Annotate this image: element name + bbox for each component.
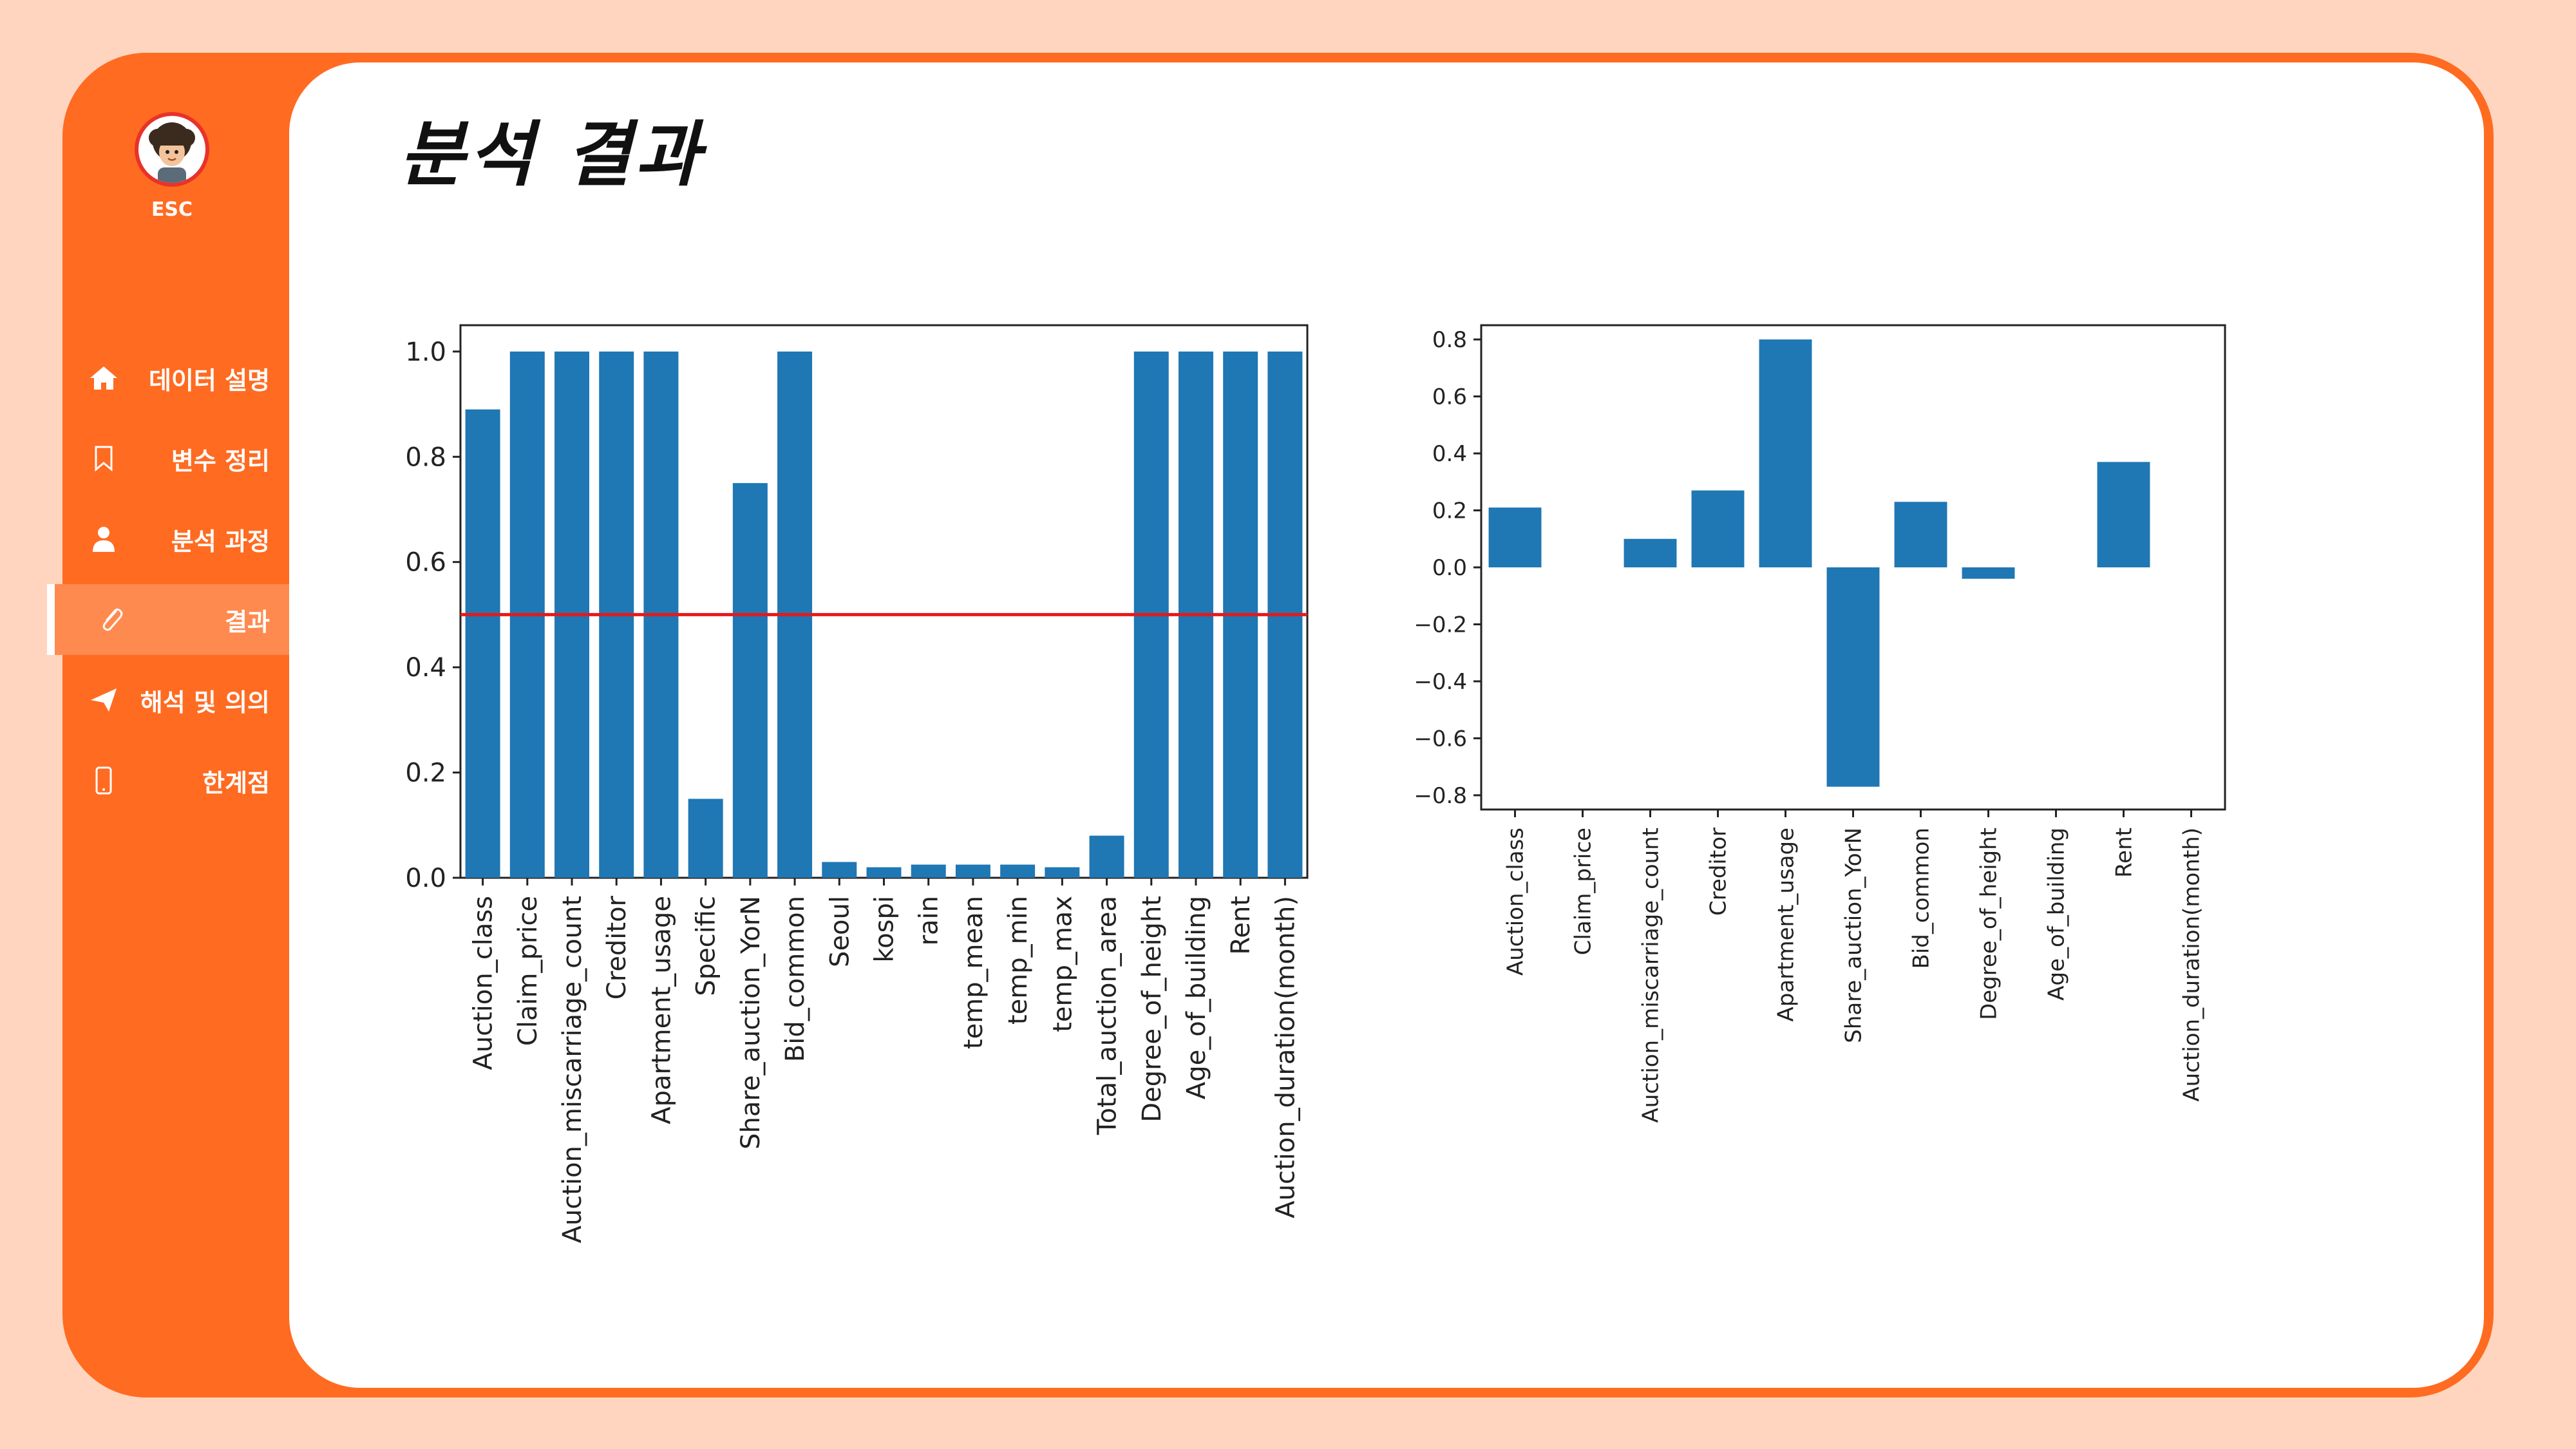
sidebar: ESC 데이터 설명 변수 정리 분석 과정 결과 해석 및 의의 한계점 <box>47 53 289 1397</box>
coefficient-chart: −0.8 −0.6 −0.4 −0.2 0.0 0.2 0.4 0.6 0.8 Auction_c… <box>1414 324 2226 1123</box>
x-tick-label: Auction_duration(month) <box>2179 828 2204 1102</box>
bar-temp-max <box>1045 867 1080 878</box>
y-tick-label: 0.2 <box>405 759 446 788</box>
avatar-face-icon <box>149 122 195 183</box>
x-tick-label: Creditor <box>1705 828 1731 916</box>
y-tick-label: 0.2 <box>1432 498 1467 524</box>
bar-auction-class <box>1488 507 1542 567</box>
bar-apartment-usage <box>1759 339 1812 567</box>
nav-label: 데이터 설명 <box>148 366 270 395</box>
nav-label: 결과 <box>225 607 270 636</box>
x-tick-label: temp_mean <box>959 896 989 1049</box>
y-tick-label: 0.0 <box>1432 555 1467 581</box>
x-tick-label: Degree_of_height <box>1976 828 2002 1020</box>
bar-total-auction-area <box>1089 835 1124 878</box>
bookmark-icon <box>88 443 119 474</box>
bar-specific <box>688 799 723 878</box>
brand-label: ESC <box>151 198 193 221</box>
nav-label: 해석 및 의의 <box>140 688 270 717</box>
x-tick-label: Degree_of_height <box>1137 896 1167 1122</box>
x-tick-label: rain <box>914 896 944 945</box>
bar-auction-class <box>465 409 500 878</box>
bar-rain <box>911 864 946 878</box>
feature-importance-chart: 0.0 0.2 0.4 0.6 0.8 1.0 Auction_class Claim_pri… <box>405 324 1309 1243</box>
bar-temp-min <box>1000 864 1036 878</box>
bar-rent <box>2097 462 2150 567</box>
nav-label: 분석 과정 <box>171 527 270 556</box>
x-tick-label: Auction_class <box>469 896 498 1070</box>
y-tick-label: −0.6 <box>1414 726 1467 752</box>
x-tick-label: Auction_miscarriage_count <box>558 896 587 1243</box>
x-tick-label: Claim_price <box>1570 828 1596 955</box>
x-tick-label: Bid_common <box>1908 828 1934 969</box>
y-tick-label: 0.4 <box>405 653 446 683</box>
y-tick-label: −0.4 <box>1414 669 1467 695</box>
x-tick-label: Share_auction_YorN <box>736 896 766 1150</box>
nav-item-results[interactable]: 결과 <box>47 584 289 655</box>
x-tick-label: temp_min <box>1003 896 1033 1025</box>
nav-label: 변수 정리 <box>171 446 270 475</box>
x-tick-label: Apartment_usage <box>647 896 676 1124</box>
y-tick-label: 0.6 <box>1432 384 1467 410</box>
x-tick-label: Share_auction_YorN <box>1841 828 1866 1043</box>
y-tick-label: −0.2 <box>1414 612 1467 638</box>
y-tick-label: 0.8 <box>1432 327 1467 353</box>
bar-temp-mean <box>955 864 990 878</box>
bar-auction-miscarriage-count <box>1624 538 1677 567</box>
avatar[interactable] <box>135 112 209 187</box>
y-tick-label: 1.0 <box>405 337 446 367</box>
bar-creditor <box>1691 490 1745 567</box>
x-tick-label: Creditor <box>602 895 632 999</box>
send-icon <box>88 685 119 715</box>
x-tick-label: Rent <box>1226 896 1256 955</box>
bar-bid-common <box>1894 502 1947 567</box>
x-tick-label: Age_of_building <box>2043 828 2069 1001</box>
x-tick-label: Auction_class <box>1502 828 1528 976</box>
home-icon <box>88 363 119 393</box>
x-tick-label: Specific <box>692 896 721 996</box>
user-icon <box>88 524 119 554</box>
x-tick-label: Seoul <box>825 896 855 967</box>
y-tick-label: 0.6 <box>405 548 446 578</box>
x-tick-label: temp_max <box>1048 896 1077 1032</box>
x-tick-label: Claim_price <box>513 896 543 1046</box>
bar-share-auction-yorn <box>1826 567 1880 787</box>
nav-item-limitations[interactable]: 한계점 <box>62 745 289 816</box>
page-title: 분석 결과 <box>399 113 705 196</box>
nav-item-analysis-process[interactable]: 분석 과정 <box>62 504 289 574</box>
nav-item-variables[interactable]: 변수 정리 <box>62 423 289 494</box>
nav-label: 한계점 <box>202 768 270 797</box>
x-tick-label: Apartment_usage <box>1773 828 1799 1022</box>
y-tick-label: −0.8 <box>1414 783 1467 809</box>
x-tick-label: Age_of_building <box>1182 896 1211 1099</box>
x-tick-label: Bid_common <box>781 896 810 1062</box>
y-tick-label: 0.8 <box>405 442 446 472</box>
mobile-icon <box>88 765 119 796</box>
x-tick-label: Auction_duration(month) <box>1271 896 1300 1218</box>
x-tick-label: Rent <box>2111 828 2137 878</box>
bar-seoul <box>822 862 857 878</box>
nav-item-data-description[interactable]: 데이터 설명 <box>62 343 289 413</box>
x-tick-label: Auction_miscarriage_count <box>1638 828 1663 1123</box>
y-tick-label: 0.4 <box>1432 441 1467 467</box>
x-tick-label: Total_auction_area <box>1093 896 1122 1135</box>
x-tick-label: kospi <box>870 896 900 963</box>
paperclip-icon <box>96 604 127 635</box>
nav-item-interpretation[interactable]: 해석 및 의의 <box>62 665 289 735</box>
bar-kospi <box>866 867 902 878</box>
bar-share-auction-yorn <box>732 483 768 878</box>
bar-degree-of-height <box>1962 567 2015 579</box>
y-tick-label: 0.0 <box>405 864 446 893</box>
